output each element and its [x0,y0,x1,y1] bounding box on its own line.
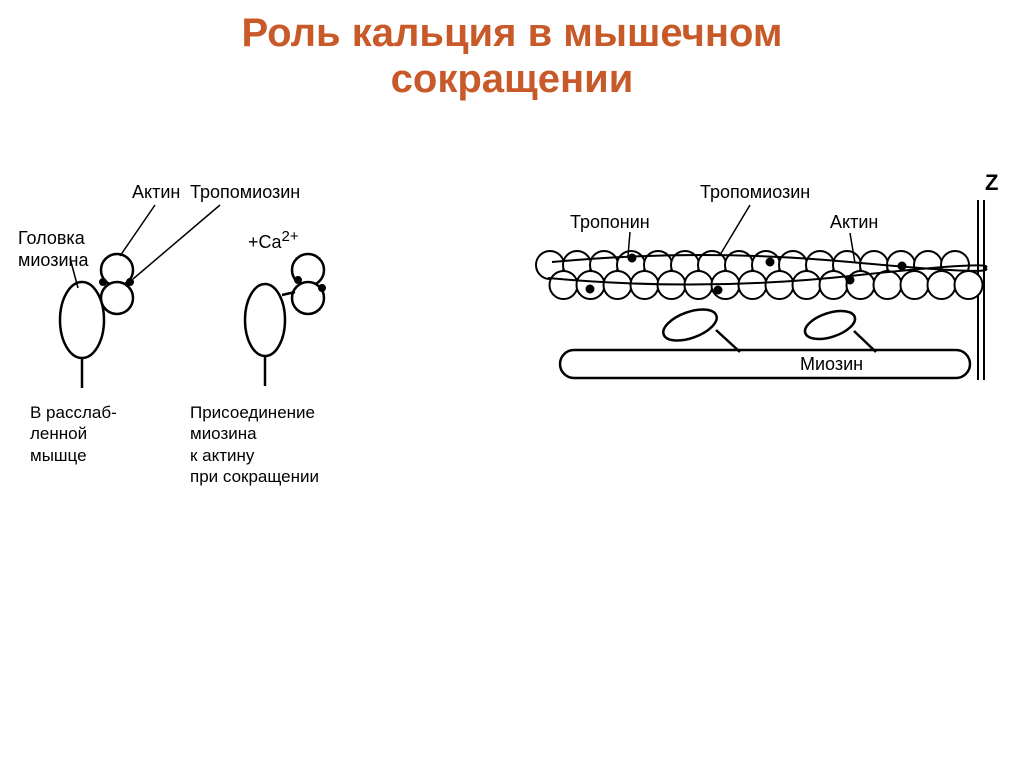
label-actin-right: Актин [830,212,878,233]
page-title: Роль кальция в мышечном сокращении [0,0,1024,102]
title-line2: сокращении [391,57,634,101]
label-myosin-head: Головка миозина [18,228,89,271]
label-troponin: Тропонин [570,212,650,233]
left-panel-svg [10,170,370,430]
ca2-sup: 2+ [282,228,299,245]
diagram-container: Головка миозина Актин Тропомиозин +Ca2+ … [0,170,1024,590]
label-z: Z [985,170,998,196]
label-tropomyosin-right: Тропомиозин [700,182,810,203]
label-tropomyosin: Тропомиозин [190,182,300,203]
label-relaxed: В расслаб- ленной мышце [30,402,117,466]
title-line1: Роль кальция в мышечном [241,11,782,55]
ca2-text: +Ca [248,232,282,252]
label-attached: Присоединение миозина к актину при сокра… [190,402,319,487]
label-actin: Актин [132,182,180,203]
right-panel-svg [500,170,1020,430]
label-myosin-right: Миозин [800,354,863,375]
label-ca2: +Ca2+ [248,228,299,253]
